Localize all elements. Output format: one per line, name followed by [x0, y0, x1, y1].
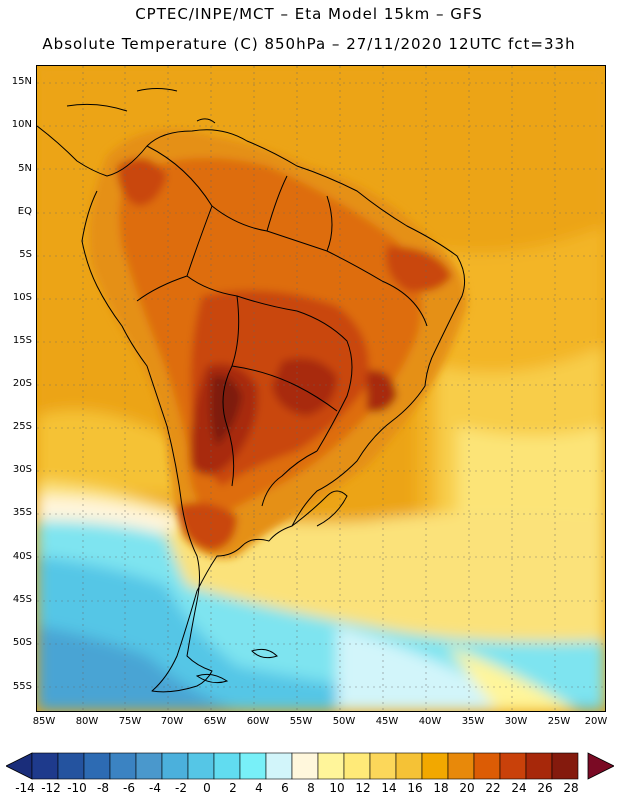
colorbar-cell: [525, 752, 553, 780]
lon-label-30w: 30W: [504, 716, 528, 727]
lat-lon-gridlines: [37, 66, 605, 711]
colorbar-label: 24: [511, 781, 527, 795]
lat-label-20s: 20S: [12, 378, 32, 389]
colorbar-label: 16: [407, 781, 423, 795]
colorbar-label: 28: [563, 781, 579, 795]
colorbar-cell: [187, 752, 215, 780]
lon-label-70w: 70W: [160, 716, 184, 727]
colorbar-label: 18: [433, 781, 449, 795]
lat-label-35s: 35S: [12, 507, 32, 518]
lon-label-75w: 75W: [118, 716, 142, 727]
chart-title-line1: CPTEC/INPE/MCT – Eta Model 15km – GFS: [135, 5, 483, 23]
lat-label-50s: 50S: [12, 637, 32, 648]
colorbar-label: 6: [281, 781, 289, 795]
colorbar-cell: [109, 752, 137, 780]
colorbar-label: -10: [67, 781, 87, 795]
colorbar-cell: [31, 752, 59, 780]
temperature-map: [36, 65, 606, 712]
colorbar-label: 12: [355, 781, 371, 795]
lon-label-40w: 40W: [418, 716, 442, 727]
colorbar-cell: [317, 752, 345, 780]
colorbar-label: -2: [175, 781, 187, 795]
lat-label-5n: 5N: [18, 163, 32, 174]
lon-label-60w: 60W: [246, 716, 270, 727]
colorbar-cell: [213, 752, 241, 780]
colorbar-label: -4: [149, 781, 161, 795]
lat-label-eq: EQ: [17, 206, 32, 217]
lat-label-45s: 45S: [12, 594, 32, 605]
colorbar-low-arrow: [6, 752, 33, 780]
lon-label-45w: 45W: [375, 716, 399, 727]
colorbar-cell: [57, 752, 85, 780]
temperature-colorbar: [6, 752, 614, 780]
colorbar-label: 10: [329, 781, 345, 795]
lon-label-50w: 50W: [332, 716, 356, 727]
lat-label-15s: 15S: [12, 335, 32, 346]
colorbar-cell: [135, 752, 163, 780]
land-temperature-field: [89, 129, 467, 559]
lon-label-25w: 25W: [547, 716, 571, 727]
colorbar-cell: [343, 752, 371, 780]
colorbar-cell: [551, 752, 579, 780]
colorbar-label: 22: [485, 781, 501, 795]
coastline-borders: [37, 125, 466, 693]
colorbar-label: -8: [97, 781, 109, 795]
chart-title-line2: Absolute Temperature (C) 850hPa – 27/11/…: [42, 35, 576, 53]
colorbar-label: -12: [41, 781, 61, 795]
colorbar-cell: [421, 752, 449, 780]
lon-label-55w: 55W: [289, 716, 313, 727]
lat-label-30s: 30S: [12, 464, 32, 475]
lon-label-65w: 65W: [203, 716, 227, 727]
colorbar-cell: [369, 752, 397, 780]
colorbar-label: 4: [255, 781, 263, 795]
colorbar-label: -6: [123, 781, 135, 795]
lon-label-35w: 35W: [461, 716, 485, 727]
colorbar-label: 20: [459, 781, 475, 795]
colorbar-cell: [395, 752, 423, 780]
islands: [66, 88, 278, 684]
colorbar-cell: [265, 752, 293, 780]
colorbar-cell: [499, 752, 527, 780]
lat-label-5s: 5S: [19, 249, 32, 260]
lat-label-15n: 15N: [11, 76, 32, 87]
lon-label-85w: 85W: [32, 716, 56, 727]
colorbar-label: 2: [229, 781, 237, 795]
colorbar-label: -14: [15, 781, 35, 795]
lat-label-55s: 55S: [12, 681, 32, 692]
colorbar-label: 14: [381, 781, 397, 795]
lat-label-25s: 25S: [12, 421, 32, 432]
colorbar-cell: [473, 752, 501, 780]
colorbar-label: 26: [537, 781, 553, 795]
lat-label-10s: 10S: [12, 292, 32, 303]
lon-label-80w: 80W: [75, 716, 99, 727]
lon-label-20w: 20W: [584, 716, 608, 727]
colorbar-cell: [83, 752, 111, 780]
colorbar-high-arrow: [587, 752, 614, 780]
colorbar-cell: [161, 752, 189, 780]
colorbar-cell: [239, 752, 267, 780]
colorbar-cell: [447, 752, 475, 780]
colorbar-label: 0: [203, 781, 211, 795]
lat-label-40s: 40S: [12, 551, 32, 562]
lat-label-10n: 10N: [11, 119, 32, 130]
colorbar-cell: [291, 752, 319, 780]
colorbar-label: 8: [307, 781, 315, 795]
